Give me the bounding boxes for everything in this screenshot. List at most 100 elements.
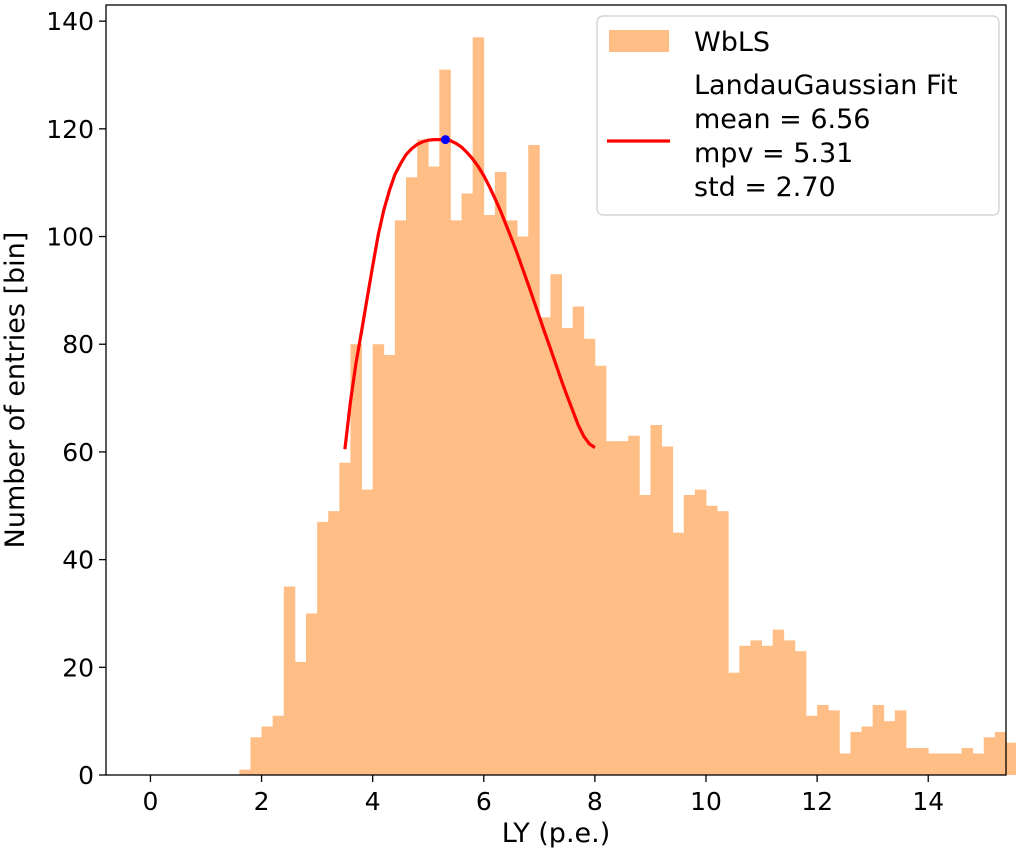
histogram-bar: [383, 355, 396, 775]
histogram-bar: [883, 721, 896, 775]
x-axis-label: LY (p.e.): [502, 818, 611, 849]
histogram-bar: [328, 511, 340, 775]
histogram-bar: [261, 726, 274, 775]
histogram-bar: [906, 748, 918, 775]
histogram-bar: [406, 177, 418, 776]
histogram-bar: [417, 139, 429, 776]
histogram-bar: [583, 338, 596, 775]
histogram-bar: [606, 441, 618, 775]
histogram-bar: [306, 613, 318, 775]
histogram-bar: [339, 462, 351, 775]
histogram-bar: [928, 753, 940, 775]
fit-layer: [343, 135, 596, 450]
histogram-bar: [561, 328, 574, 775]
y-tick-label: 60: [62, 438, 94, 467]
histogram-bar: [983, 737, 996, 775]
histogram-bar: [672, 532, 685, 775]
histogram-bar: [817, 705, 829, 775]
histogram-bar: [428, 166, 440, 776]
histogram-bars: [239, 37, 1016, 776]
x-tick-label: 8: [587, 787, 603, 816]
histogram-bar: [272, 715, 285, 775]
histogram-bar: [483, 215, 496, 775]
histogram-bar: [350, 344, 362, 775]
histogram-bar: [628, 435, 640, 775]
y-axis-ticks: 0 20 40 60 80 100 120 140: [46, 7, 106, 790]
x-tick-label: 12: [801, 787, 833, 816]
histogram-bar: [739, 645, 751, 775]
x-axis-ticks: 0 2 4 6 8 10 12 14: [142, 775, 944, 816]
histogram-bar: [750, 640, 762, 775]
histogram-bar: [683, 495, 696, 775]
legend-stat-mean: mean = 6.56: [694, 104, 870, 135]
histogram-bar: [661, 446, 674, 775]
histogram-bar: [494, 171, 507, 775]
histogram-bar: [461, 193, 474, 775]
y-tick-label: 40: [62, 546, 94, 575]
histogram-bar: [972, 753, 985, 775]
histogram-bar: [472, 37, 485, 776]
histogram-bar: [806, 715, 818, 775]
histogram-bar: [594, 365, 607, 775]
fit-curve: [343, 138, 596, 450]
histogram-bar: [1006, 742, 1016, 775]
histogram-bar: [872, 705, 885, 775]
legend-label-fit: LandauGaussian Fit: [694, 70, 958, 101]
histogram-bar: [950, 753, 962, 775]
histogram-bar: [450, 220, 462, 775]
histogram-bar: [506, 220, 518, 775]
histogram-bar: [372, 344, 385, 775]
y-axis-label: Number of entries [bin]: [0, 232, 31, 549]
histogram-bar: [850, 731, 862, 775]
histogram-bar: [761, 645, 774, 775]
histogram-bar: [783, 640, 796, 775]
histogram-bar: [994, 731, 1007, 775]
histogram-bar: [650, 425, 662, 775]
fit-peak-marker: [440, 135, 450, 145]
histogram-bar: [439, 69, 451, 776]
histogram-bar: [894, 710, 907, 775]
y-tick-label: 100: [46, 223, 94, 252]
histogram-bar: [861, 726, 874, 775]
histogram-bar: [694, 489, 707, 775]
legend-box: [596, 15, 1000, 216]
histogram-bar: [639, 495, 651, 775]
histogram-bar: [728, 672, 740, 775]
legend: WbLS LandauGaussian Fit mean = 6.56 mpv …: [596, 15, 1000, 216]
histogram-bar: [839, 753, 851, 775]
histogram-bar: [572, 306, 585, 775]
histogram-bar: [283, 586, 296, 775]
histogram-bar: [394, 220, 407, 775]
x-tick-label: 10: [690, 787, 722, 816]
y-tick-label: 140: [46, 7, 94, 36]
y-tick-label: 20: [62, 653, 94, 682]
histogram-bar: [517, 236, 529, 776]
histogram-bar: [794, 651, 807, 775]
histogram-bar: [317, 521, 329, 775]
legend-label-wbls: WbLS: [694, 27, 770, 58]
legend-stat-std: std = 2.70: [694, 172, 836, 203]
histogram-bar: [772, 629, 785, 775]
histogram-bar: [250, 737, 262, 775]
histogram-bar: [828, 710, 840, 775]
histogram-bar: [550, 274, 562, 775]
histogram-bar: [239, 769, 251, 775]
plot-frame: [105, 4, 1007, 776]
x-tick-label: 14: [912, 787, 944, 816]
y-tick-label: 120: [46, 115, 94, 144]
x-tick-label: 2: [254, 787, 270, 816]
y-tick-label: 80: [62, 330, 94, 359]
x-tick-label: 4: [365, 787, 381, 816]
histogram-bar: [539, 317, 551, 775]
legend-stat-mpv: mpv = 5.31: [694, 138, 853, 169]
legend-swatch-wbls: [609, 30, 669, 52]
histogram-bar: [717, 511, 729, 775]
histogram-bar: [939, 753, 951, 775]
histogram-bar: [706, 505, 718, 775]
histogram-bar: [528, 145, 540, 775]
histogram-bar: [361, 489, 374, 775]
y-tick-label: 0: [78, 761, 94, 790]
histogram-bar: [617, 441, 629, 775]
histogram-bar: [917, 748, 929, 775]
